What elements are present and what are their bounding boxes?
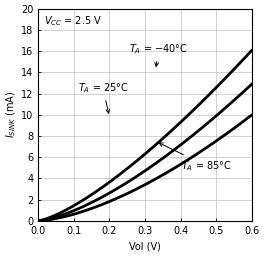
Text: $V_{CC}$ = 2.5 V: $V_{CC}$ = 2.5 V	[44, 14, 102, 28]
Text: $T_A$ = −40°C: $T_A$ = −40°C	[129, 42, 188, 67]
Y-axis label: $I_{SINK}$ (mA): $I_{SINK}$ (mA)	[5, 91, 18, 138]
Text: $T_A$ = 85°C: $T_A$ = 85°C	[159, 143, 231, 173]
X-axis label: Vol (V): Vol (V)	[129, 241, 161, 251]
Text: $T_A$ = 25°C: $T_A$ = 25°C	[78, 81, 128, 113]
